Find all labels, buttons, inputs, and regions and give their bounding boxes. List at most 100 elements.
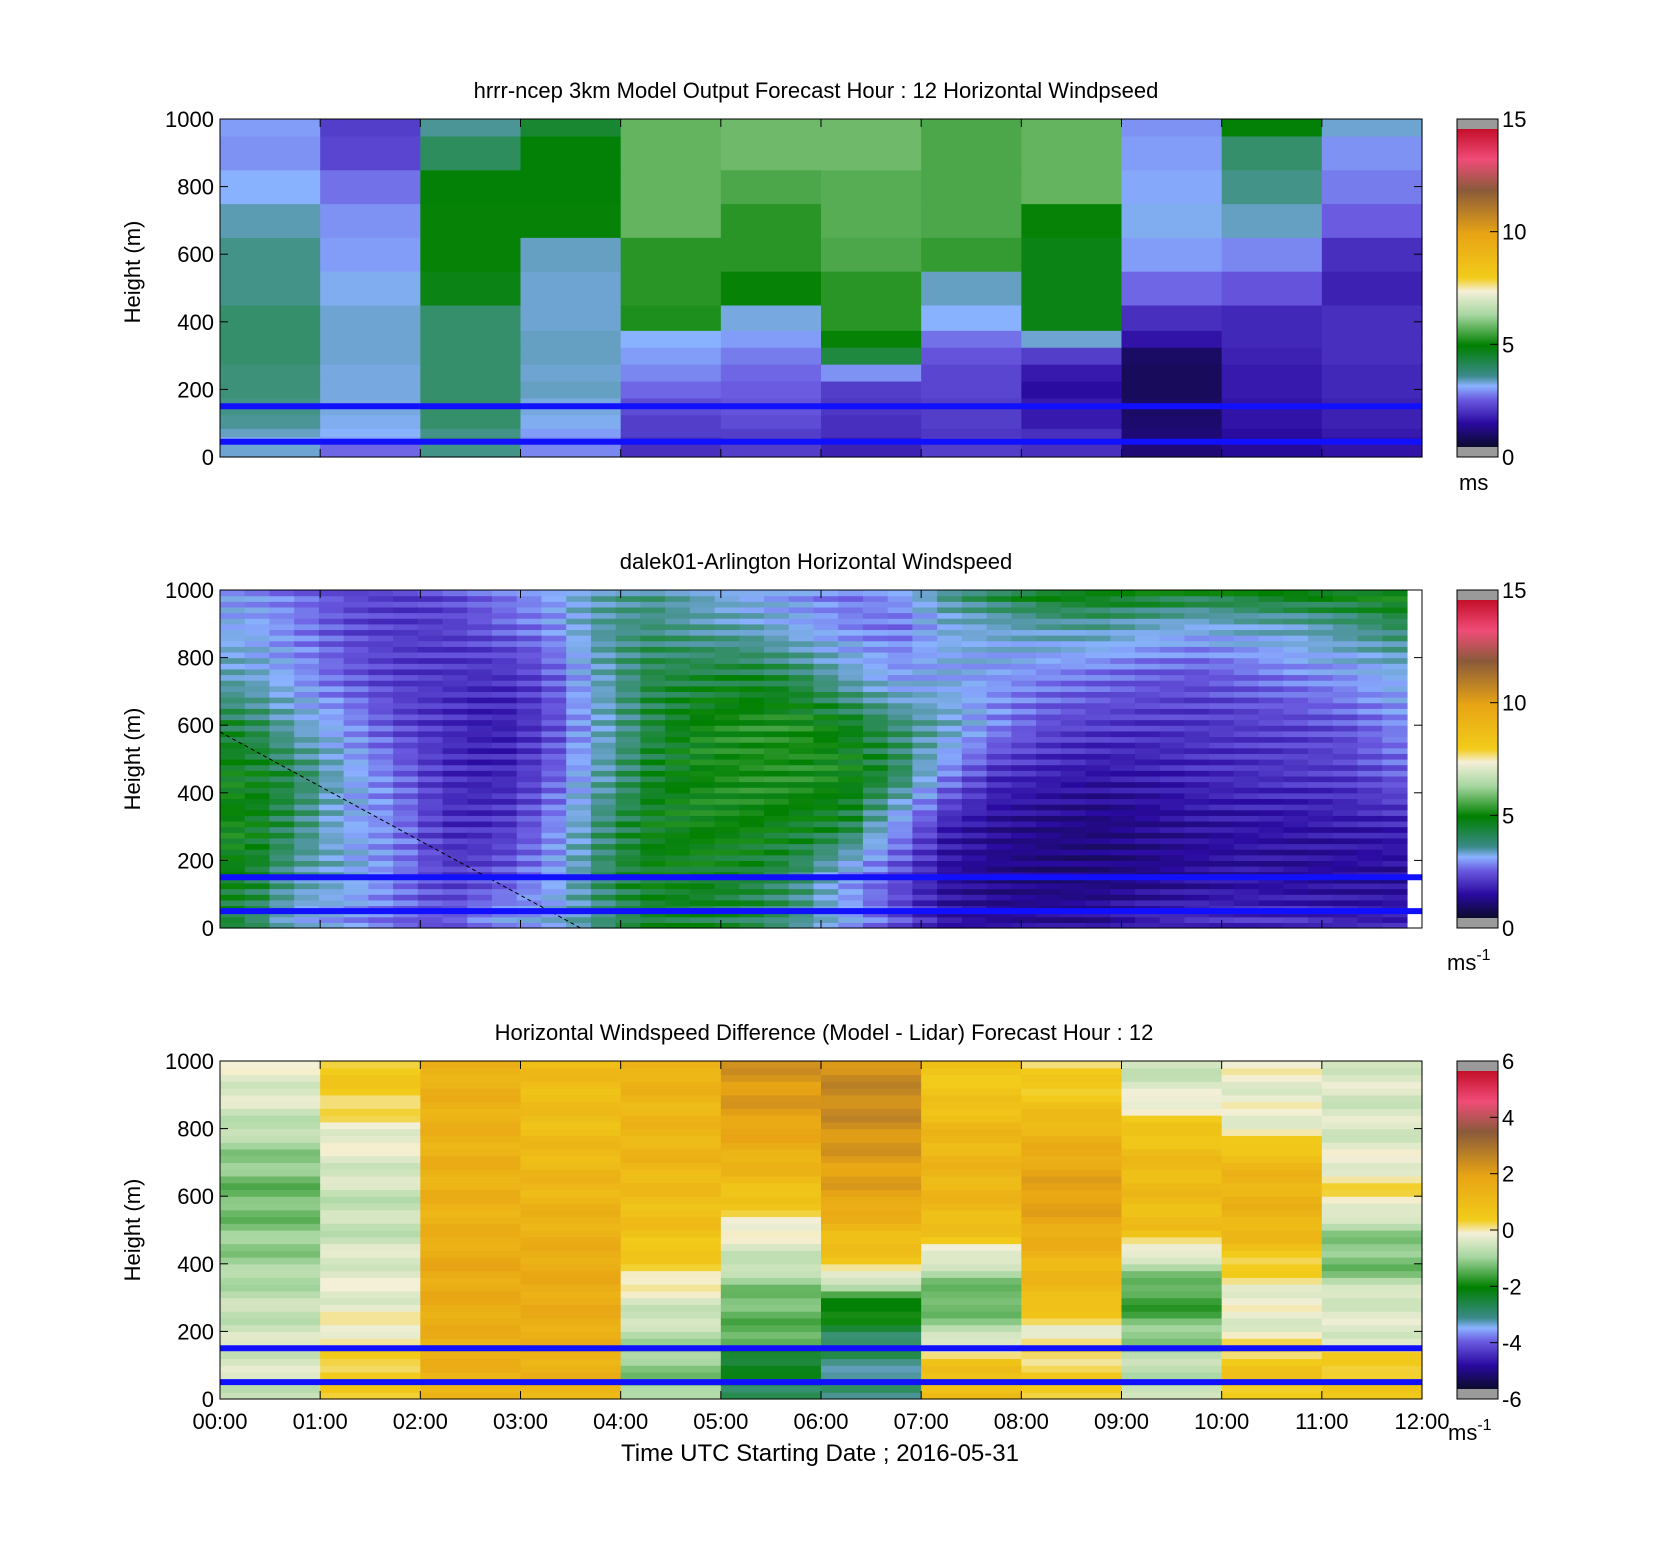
heatmap-cell	[417, 764, 444, 771]
heatmap-cell	[620, 1365, 722, 1373]
heatmap-cell	[788, 826, 815, 833]
heatmap-cell	[1283, 674, 1309, 681]
heatmap-cell	[720, 364, 822, 382]
heatmap-cell	[764, 866, 790, 873]
heatmap-cell	[492, 916, 518, 923]
heatmap-cell	[294, 888, 320, 895]
heatmap-cell	[1382, 860, 1408, 867]
heatmap-cell	[1110, 911, 1136, 918]
heatmap-cell	[492, 843, 518, 850]
colorbar-tick-label: 15	[1502, 578, 1526, 603]
heatmap-cell	[492, 753, 518, 760]
heatmap-cell	[1382, 781, 1408, 788]
heatmap-cell	[1321, 1175, 1423, 1184]
heatmap-cell	[640, 747, 666, 754]
heatmap-cell	[417, 792, 444, 800]
heatmap-cell	[1011, 657, 1037, 664]
heatmap-cell	[1060, 730, 1087, 738]
heatmap-cell	[566, 877, 592, 884]
heatmap-cell	[1308, 877, 1334, 884]
heatmap-cell	[1085, 713, 1111, 721]
heatmap-cell	[1110, 882, 1136, 890]
heatmap-cell	[492, 674, 518, 681]
heatmap-cell	[1085, 792, 1111, 800]
heatmap-cell	[739, 787, 765, 794]
heatmap-cell	[244, 781, 271, 788]
heatmap-cell	[1036, 702, 1062, 709]
heatmap-cell	[640, 775, 666, 783]
heatmap-cell	[1382, 629, 1408, 636]
heatmap-cell	[420, 1162, 522, 1170]
heatmap-cell	[442, 894, 468, 901]
heatmap-cell	[986, 713, 1012, 721]
heatmap-cell	[813, 837, 839, 845]
heatmap-cell	[1308, 742, 1334, 749]
heatmap-cell	[368, 595, 394, 602]
heatmap-cell	[862, 922, 889, 929]
heatmap-cell	[937, 894, 963, 901]
heatmap-cell	[220, 730, 246, 738]
heatmap-cell	[813, 618, 839, 625]
heatmap-cell	[640, 894, 666, 901]
heatmap-cell	[1134, 697, 1161, 704]
heatmap-cell	[620, 169, 722, 205]
heatmap-cell	[1110, 657, 1136, 664]
heatmap-cell	[1021, 1311, 1123, 1319]
heatmap-cell	[665, 691, 691, 698]
heatmap-cell	[615, 781, 641, 788]
heatmap-cell	[1382, 792, 1408, 800]
heatmap-cell	[220, 629, 246, 636]
heatmap-cell	[343, 911, 369, 918]
heatmap-cell	[615, 674, 641, 681]
heatmap-cell	[640, 657, 666, 664]
heatmap-cell	[720, 1108, 822, 1116]
heatmap-cell	[566, 629, 592, 636]
heatmap-cell	[1332, 804, 1359, 811]
heatmap-cell	[986, 747, 1012, 754]
heatmap-cell	[1159, 742, 1186, 749]
panel-difference-ylabel: Height (m)	[120, 1179, 145, 1282]
heatmap-cell	[1021, 1392, 1123, 1400]
heatmap-cell	[320, 414, 421, 429]
heatmap-cell	[343, 702, 369, 709]
heatmap-cell	[1283, 719, 1309, 726]
heatmap-cell	[937, 730, 963, 738]
heatmap-cell	[393, 623, 419, 631]
heatmap-cell	[320, 443, 421, 458]
heatmap-cell	[220, 1311, 321, 1319]
heatmap-cell	[294, 747, 320, 754]
heatmap-cell	[887, 798, 914, 805]
heatmap-cell	[244, 590, 271, 597]
heatmap-cell	[887, 629, 914, 636]
heatmap-cell	[714, 820, 740, 828]
colorbar-tick-label: -4	[1502, 1331, 1522, 1356]
heatmap-cell	[764, 646, 790, 653]
heatmap-cell	[244, 832, 271, 839]
heatmap-cell	[689, 775, 716, 783]
heatmap-cell	[417, 759, 444, 766]
heatmap-cell	[813, 922, 839, 929]
heatmap-cell	[665, 877, 691, 884]
heatmap-cell	[318, 623, 345, 631]
colorbar-tick-label: 0	[1502, 916, 1514, 941]
heatmap-cell	[714, 601, 740, 608]
heatmap-cell	[420, 1263, 522, 1272]
heatmap-cell	[986, 854, 1012, 861]
heatmap-cell	[269, 798, 295, 805]
heatmap-cell	[1036, 882, 1062, 890]
heatmap-cell	[1121, 364, 1223, 382]
heatmap-cell	[220, 866, 246, 873]
heatmap-cell	[986, 877, 1012, 884]
heatmap-cell	[244, 753, 271, 760]
heatmap-cell	[1233, 697, 1260, 704]
heatmap-cell	[1357, 708, 1383, 715]
heatmap-cell	[1159, 764, 1186, 771]
heatmap-cell	[590, 815, 617, 822]
heatmap-cell	[1382, 606, 1408, 614]
heatmap-cell	[320, 1358, 421, 1366]
heatmap-cell	[640, 837, 666, 845]
heatmap-cell	[1321, 1148, 1423, 1157]
heatmap-cell	[1321, 271, 1423, 306]
heatmap-cell	[294, 680, 320, 687]
heatmap-cell	[1011, 640, 1037, 647]
